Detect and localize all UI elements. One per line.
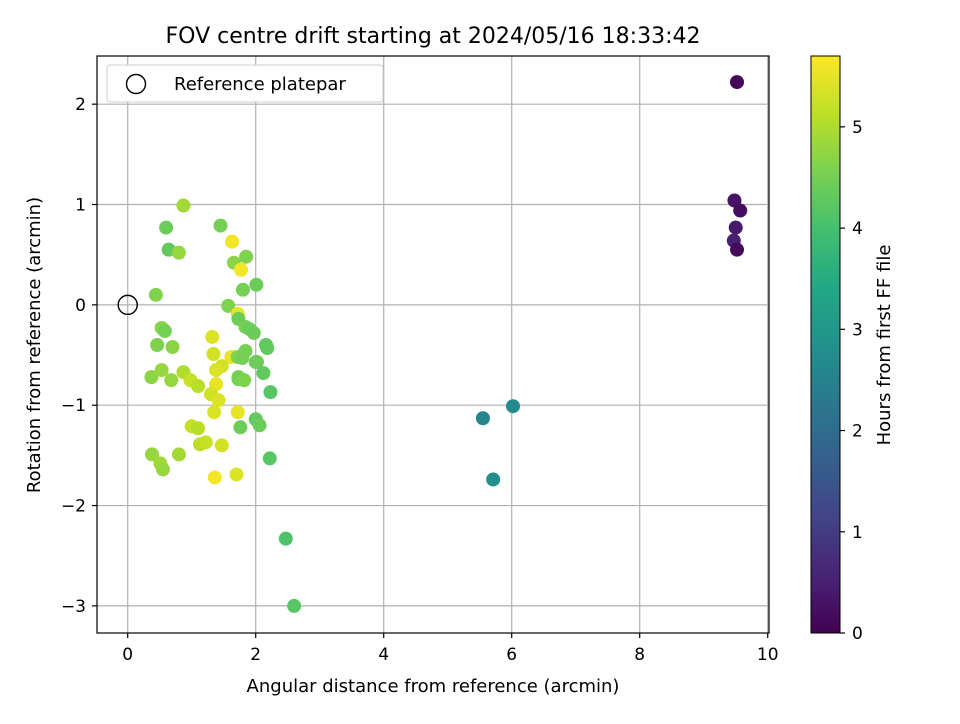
data-point [230, 405, 245, 420]
colorbar-ticks: 0 1 2 3 4 5 [840, 118, 863, 644]
colorbar-tick-label: 4 [852, 219, 863, 239]
data-point [506, 399, 520, 414]
data-point [250, 355, 264, 370]
x-tick-label: 8 [634, 645, 645, 665]
data-point [144, 370, 159, 385]
y-axis-label: Rotation from reference (arcmin) [24, 197, 45, 493]
chart-title: FOV centre drift starting at 2024/05/16 … [166, 24, 701, 49]
data-point [207, 470, 222, 485]
plot-frame [96, 55, 770, 634]
data-point [486, 472, 501, 487]
x-axis-label: Angular distance from reference (arcmin) [247, 676, 620, 697]
data-point [234, 262, 248, 277]
data-point [164, 373, 179, 388]
data-point [229, 467, 244, 482]
colorbar-tick-label: 3 [852, 320, 863, 340]
data-point [154, 363, 169, 378]
data-point [256, 366, 271, 381]
y-tick-label: −2 [61, 497, 86, 517]
colorbar-label: Hours from first FF file [874, 245, 895, 446]
legend: Reference platepar [106, 64, 384, 103]
data-point [165, 340, 180, 355]
data-points [117, 75, 748, 613]
data-point [213, 218, 228, 233]
data-point [221, 298, 236, 313]
data-point [198, 435, 213, 450]
data-point [287, 598, 302, 613]
data-point [728, 220, 743, 235]
data-point [249, 277, 264, 292]
legend-entry-reference: Reference platepar [174, 74, 346, 95]
data-point [260, 341, 275, 356]
colorbar-tick-label: 5 [852, 118, 863, 138]
y-tick-label: 2 [75, 95, 86, 115]
data-point [191, 379, 206, 394]
x-tick-label: 4 [378, 645, 389, 665]
y-tick-label: 0 [75, 296, 86, 316]
colorbar-tick-label: 1 [852, 523, 863, 543]
colorbar: 0 1 2 3 4 5 Hours from first FF file [810, 55, 895, 644]
x-tick-label: 6 [506, 645, 517, 665]
data-point [145, 447, 160, 462]
data-point [475, 411, 490, 426]
data-point [252, 418, 267, 433]
data-point [246, 325, 261, 340]
data-point [157, 323, 172, 338]
data-point [730, 242, 744, 257]
data-point [171, 447, 186, 462]
data-point [205, 329, 220, 344]
data-point [235, 351, 250, 366]
data-point [150, 338, 165, 353]
data-point [209, 363, 224, 378]
data-point [263, 385, 278, 400]
legend-marker-reference [125, 73, 147, 95]
x-axis-ticks: 0 2 4 6 8 10 [122, 633, 779, 665]
colorbar-tick-label: 0 [852, 624, 863, 644]
reference-platepar-marker [117, 294, 138, 316]
data-point [176, 198, 191, 213]
data-point [148, 287, 163, 302]
y-tick-label: −3 [61, 597, 86, 617]
data-point [155, 462, 170, 477]
data-point [262, 451, 277, 466]
data-point [278, 531, 293, 546]
data-point [214, 438, 229, 453]
data-point [207, 405, 222, 420]
data-point [159, 220, 174, 235]
colorbar-gradient [810, 55, 841, 634]
data-point [237, 373, 252, 388]
y-tick-label: −1 [61, 396, 86, 416]
x-tick-label: 10 [757, 645, 779, 665]
data-point [171, 245, 186, 260]
legend-box [106, 64, 384, 103]
data-point [225, 234, 240, 249]
data-point [233, 420, 248, 435]
data-point [730, 75, 744, 90]
data-point [235, 282, 250, 297]
y-tick-label: 1 [75, 196, 86, 216]
colorbar-tick-label: 2 [852, 422, 863, 442]
data-point [206, 347, 221, 362]
data-point [733, 203, 748, 218]
y-axis-ticks: −3 −2 −1 0 1 2 [61, 95, 97, 617]
data-point [191, 421, 206, 436]
data-point [211, 393, 226, 408]
x-tick-label: 0 [122, 645, 133, 665]
data-point [239, 249, 254, 264]
x-tick-label: 2 [250, 645, 261, 665]
grid [97, 56, 769, 633]
